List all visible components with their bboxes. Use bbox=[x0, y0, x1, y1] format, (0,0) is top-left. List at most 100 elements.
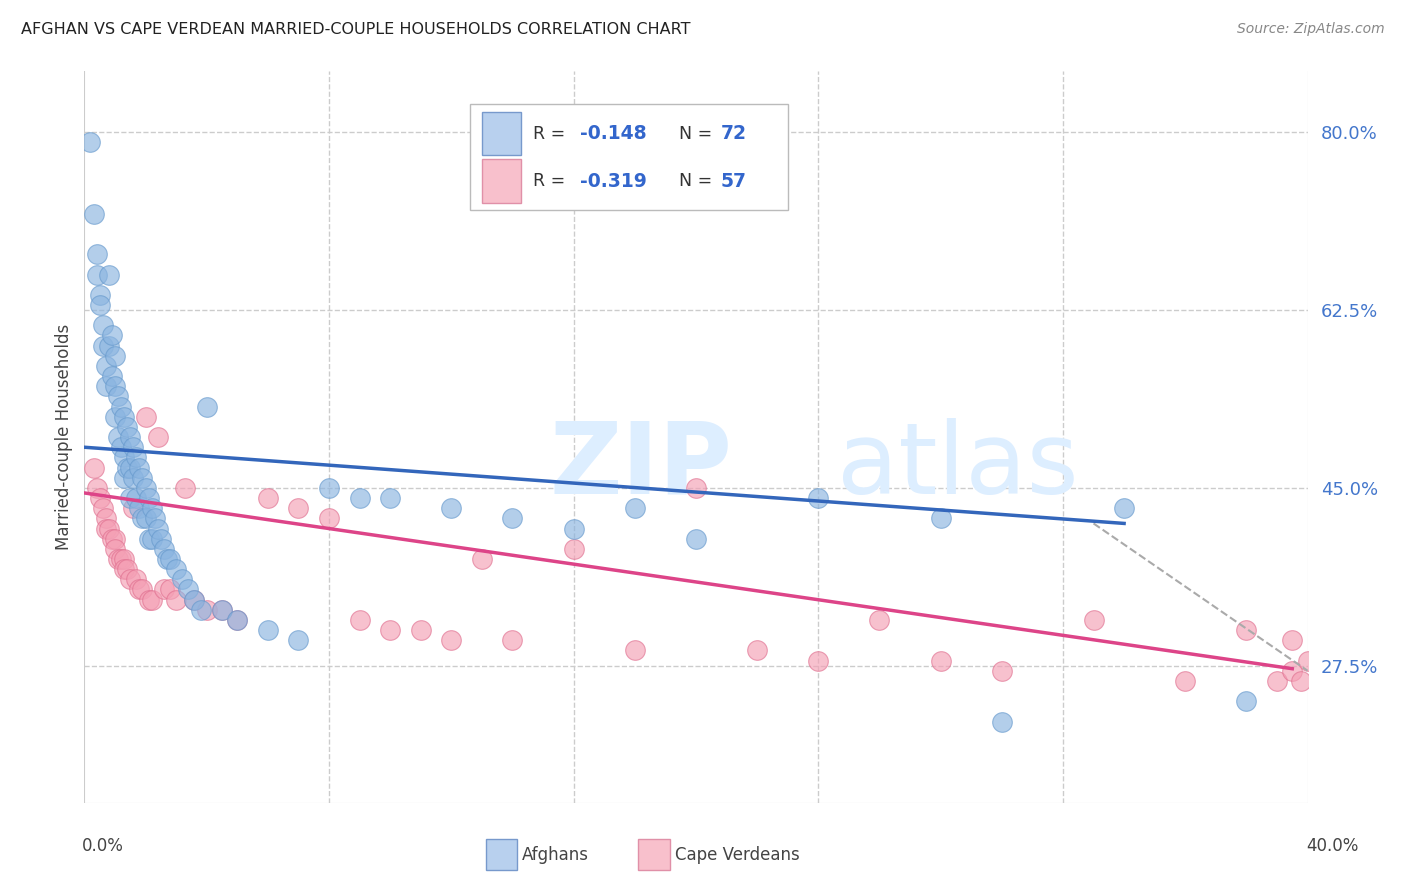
Point bbox=[257, 623, 280, 637]
Point bbox=[685, 532, 707, 546]
Point bbox=[1265, 673, 1288, 688]
Point bbox=[159, 552, 181, 566]
Point bbox=[141, 501, 163, 516]
Point bbox=[94, 511, 117, 525]
Point bbox=[624, 501, 647, 516]
Point bbox=[156, 552, 179, 566]
Text: R =: R = bbox=[533, 125, 571, 143]
Text: Afghans: Afghans bbox=[522, 847, 589, 864]
Point bbox=[104, 532, 127, 546]
Point bbox=[79, 136, 101, 150]
Point bbox=[562, 521, 585, 535]
Point bbox=[101, 328, 124, 343]
Text: 57: 57 bbox=[720, 171, 747, 191]
Point bbox=[226, 613, 249, 627]
Point bbox=[195, 603, 218, 617]
Point bbox=[562, 541, 585, 556]
Point bbox=[112, 552, 135, 566]
Point bbox=[110, 552, 132, 566]
Point bbox=[1174, 673, 1197, 688]
Point bbox=[172, 572, 194, 586]
Point bbox=[165, 592, 187, 607]
Point bbox=[195, 400, 218, 414]
Point bbox=[1236, 623, 1258, 637]
Point bbox=[112, 409, 135, 424]
Text: Source: ZipAtlas.com: Source: ZipAtlas.com bbox=[1237, 22, 1385, 37]
Point bbox=[685, 481, 707, 495]
Point bbox=[125, 572, 148, 586]
Point bbox=[138, 592, 160, 607]
Point bbox=[86, 268, 108, 282]
Point bbox=[211, 603, 233, 617]
Point bbox=[141, 592, 163, 607]
Text: 72: 72 bbox=[720, 124, 747, 143]
Text: atlas: atlas bbox=[837, 417, 1078, 515]
Point bbox=[86, 481, 108, 495]
Point bbox=[97, 268, 120, 282]
Point bbox=[991, 714, 1014, 729]
Point bbox=[89, 288, 111, 302]
Text: 40.0%: 40.0% bbox=[1306, 837, 1360, 855]
Point bbox=[318, 481, 340, 495]
Point bbox=[131, 582, 153, 597]
Point bbox=[1114, 501, 1136, 516]
Point bbox=[110, 400, 132, 414]
Point bbox=[226, 613, 249, 627]
Point bbox=[502, 633, 524, 648]
Point bbox=[138, 532, 160, 546]
Point bbox=[1281, 664, 1303, 678]
Point bbox=[177, 582, 200, 597]
Point bbox=[112, 450, 135, 465]
Text: -0.319: -0.319 bbox=[579, 171, 647, 191]
Point bbox=[97, 339, 120, 353]
Point bbox=[149, 532, 172, 546]
Point bbox=[141, 532, 163, 546]
FancyBboxPatch shape bbox=[482, 112, 522, 155]
Point bbox=[146, 430, 169, 444]
Point bbox=[440, 501, 463, 516]
Point bbox=[120, 572, 142, 586]
Point bbox=[174, 481, 197, 495]
Point bbox=[318, 511, 340, 525]
Point bbox=[89, 491, 111, 505]
Point bbox=[929, 654, 952, 668]
Point bbox=[128, 501, 150, 516]
Text: ZIP: ZIP bbox=[550, 417, 733, 515]
Point bbox=[135, 409, 157, 424]
Point bbox=[115, 420, 138, 434]
Point bbox=[125, 491, 148, 505]
Point bbox=[807, 491, 830, 505]
Point bbox=[1236, 694, 1258, 708]
Point bbox=[86, 247, 108, 261]
Point bbox=[502, 511, 524, 525]
Point bbox=[104, 409, 127, 424]
Point bbox=[380, 623, 402, 637]
Point bbox=[211, 603, 233, 617]
Point bbox=[257, 491, 280, 505]
FancyBboxPatch shape bbox=[482, 160, 522, 202]
Point bbox=[287, 501, 309, 516]
Point bbox=[165, 562, 187, 576]
Point bbox=[110, 440, 132, 454]
Point bbox=[94, 521, 117, 535]
Point bbox=[91, 339, 114, 353]
Point bbox=[107, 552, 129, 566]
Point bbox=[135, 511, 157, 525]
Point bbox=[1296, 654, 1319, 668]
Point bbox=[471, 552, 494, 566]
Point bbox=[115, 460, 138, 475]
FancyBboxPatch shape bbox=[470, 104, 787, 211]
Text: Cape Verdeans: Cape Verdeans bbox=[675, 847, 800, 864]
Point bbox=[440, 633, 463, 648]
Point bbox=[991, 664, 1014, 678]
Point bbox=[83, 460, 105, 475]
Point bbox=[1281, 633, 1303, 648]
Point bbox=[807, 654, 830, 668]
Point bbox=[143, 511, 166, 525]
Text: R =: R = bbox=[533, 172, 571, 190]
Point bbox=[128, 582, 150, 597]
Point bbox=[159, 582, 181, 597]
Point bbox=[107, 389, 129, 403]
Text: N =: N = bbox=[668, 172, 717, 190]
Point bbox=[183, 592, 205, 607]
